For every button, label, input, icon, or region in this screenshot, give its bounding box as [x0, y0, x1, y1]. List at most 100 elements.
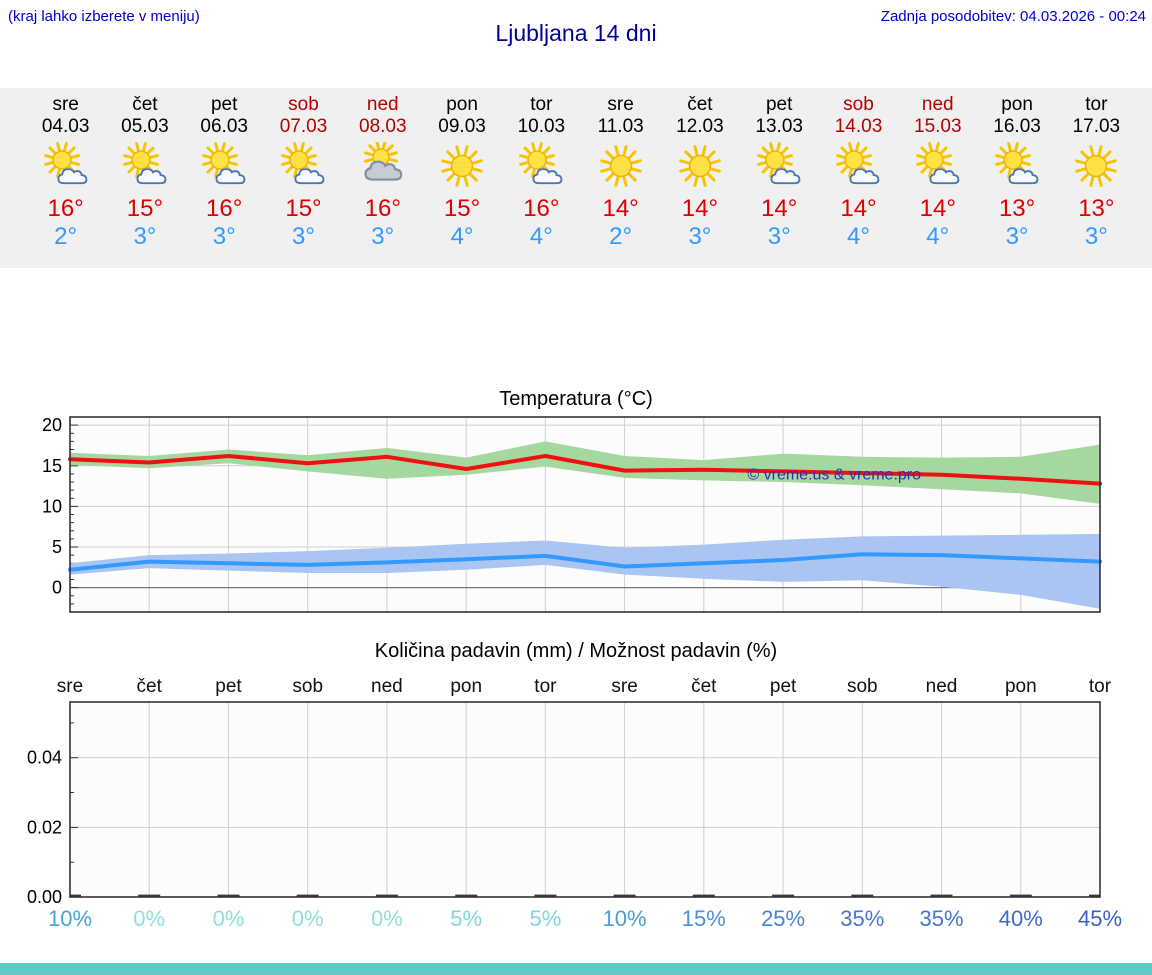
sun-icon	[441, 145, 483, 187]
day-date: 13.03	[755, 116, 803, 137]
sun-small-cloud-icon	[757, 142, 801, 185]
sun-small-cloud-icon	[995, 142, 1039, 185]
day-date: 15.03	[914, 116, 962, 137]
day-date: 07.03	[279, 116, 328, 137]
page-title: Ljubljana 14 dni	[495, 20, 657, 46]
low-temperature: 3°	[688, 223, 712, 250]
sun-small-cloud-icon	[836, 142, 880, 185]
weather-icon-cell	[422, 140, 501, 192]
low-temperature: 4°	[847, 223, 870, 250]
high-range-band	[70, 441, 1100, 504]
forecast-day-10.03: tor 10.03 16° 4°	[502, 94, 581, 268]
low-temperature: 3°	[767, 223, 791, 250]
last-update-text: Zadnja posodobitev: 04.03.2026 - 00:24	[880, 8, 1146, 25]
high-temperature: 14°	[681, 195, 719, 222]
precip-probability: 35%	[840, 906, 884, 931]
precip-bars	[70, 894, 1100, 897]
weather-icon-cell	[26, 140, 105, 192]
daily-low-line	[68, 552, 1102, 572]
day-name: čet	[132, 94, 158, 115]
weather-icon-cell	[898, 140, 977, 192]
temperature-chart-title: Temperatura (°C)	[499, 388, 653, 410]
day-name: tor	[1085, 94, 1108, 115]
day-date: 06.03	[200, 116, 248, 137]
low-temperature: 3°	[212, 223, 236, 250]
day-name: pon	[446, 94, 478, 115]
day-date: 08.03	[359, 116, 407, 137]
svg-text:sob: sob	[847, 676, 878, 697]
day-name: čet	[687, 94, 713, 115]
day-date: 12.03	[676, 116, 724, 137]
svg-text:0.02: 0.02	[27, 817, 62, 837]
forecast-day-07.03: sob 07.03 15° 3°	[264, 94, 343, 268]
high-temperature: 14°	[919, 195, 956, 222]
forecast-day-05.03: čet 05.03 15° 3°	[105, 94, 184, 268]
low-temperature: 2°	[54, 223, 78, 250]
low-temperature: 3°	[1084, 223, 1108, 250]
forecast-day-09.03: pon 09.03 15° 4°	[422, 94, 501, 268]
day-name: pet	[210, 94, 238, 115]
low-temperature: 4°	[926, 223, 950, 250]
precip-probability: 10%	[48, 906, 92, 931]
precip-probability: 25%	[761, 906, 805, 931]
high-temperature: 16°	[523, 195, 560, 222]
sun-small-cloud-icon	[915, 142, 960, 185]
day-date: 11.03	[597, 116, 644, 137]
svg-text:ned: ned	[926, 676, 958, 697]
high-temperature: 13°	[1078, 195, 1115, 222]
weather-icon-cell	[264, 140, 343, 192]
precip-probability: 0%	[292, 906, 324, 931]
precip-probabilities: 10% 0% 0% 0% 0% 5% 5% 10% 15% 25% 35% 35% 40% 45%	[48, 906, 1122, 931]
weather-icon-cell	[740, 140, 819, 192]
day-date: 17.03	[1072, 116, 1121, 137]
precip-probability: 0%	[371, 906, 403, 931]
weather-icon-cell	[105, 140, 184, 192]
svg-text:0: 0	[52, 578, 62, 598]
day-name: ned	[366, 94, 399, 115]
sun-small-cloud-icon	[123, 142, 167, 185]
svg-text:5: 5	[52, 537, 62, 557]
day-date: 10.03	[517, 116, 566, 137]
day-name: ned	[921, 94, 954, 115]
low-temperature: 4°	[529, 223, 553, 250]
low-temperature: 3°	[292, 223, 315, 250]
high-temperature: 15°	[285, 195, 322, 222]
sun-small-cloud-icon	[281, 142, 325, 185]
precip-probability: 5%	[450, 906, 482, 931]
low-temperature: 3°	[133, 223, 157, 250]
low-temperature: 3°	[1005, 223, 1029, 250]
forecast-day-04.03: sre 04.03 16° 2°	[26, 94, 105, 268]
svg-text:20: 20	[42, 415, 62, 435]
high-temperature: 15°	[126, 195, 164, 222]
sun-small-cloud-icon	[43, 142, 88, 185]
high-temperature: 13°	[998, 195, 1036, 222]
day-labels: sre čet pet sob ned pon tor sre čet pet sob ned pon t…	[57, 676, 1112, 697]
svg-text:čet: čet	[691, 676, 717, 697]
high-temperature: 16°	[47, 195, 84, 222]
high-temperature: 16°	[364, 195, 401, 222]
high-temperature: 14°	[761, 195, 798, 222]
high-temperature: 16°	[206, 195, 243, 222]
svg-text:ned: ned	[371, 676, 403, 697]
weather-icon-cell	[343, 140, 422, 192]
day-name: sob	[288, 94, 319, 115]
day-name: tor	[530, 94, 553, 115]
vertical-gridlines	[148, 702, 1022, 897]
weather-icon-cell	[1057, 140, 1136, 192]
precip-probability: 0%	[133, 906, 165, 931]
forecast-day-11.03: sre 11.03 14° 2°	[581, 94, 660, 268]
weather-icon-cell	[660, 140, 739, 192]
day-date: 05.03	[121, 116, 169, 137]
day-date: 16.03	[993, 116, 1041, 137]
svg-text:sre: sre	[611, 676, 637, 697]
sun-gray-cloud-icon	[363, 142, 403, 181]
svg-text:tor: tor	[534, 676, 557, 697]
horizontal-gridlines	[70, 757, 1100, 828]
precip-probability: 35%	[919, 906, 963, 931]
weather-icon-cell	[977, 140, 1056, 192]
svg-text:pon: pon	[1005, 676, 1037, 697]
low-range-band	[70, 534, 1100, 609]
low-temperature: 3°	[371, 223, 395, 250]
plot-frame	[69, 701, 1101, 898]
